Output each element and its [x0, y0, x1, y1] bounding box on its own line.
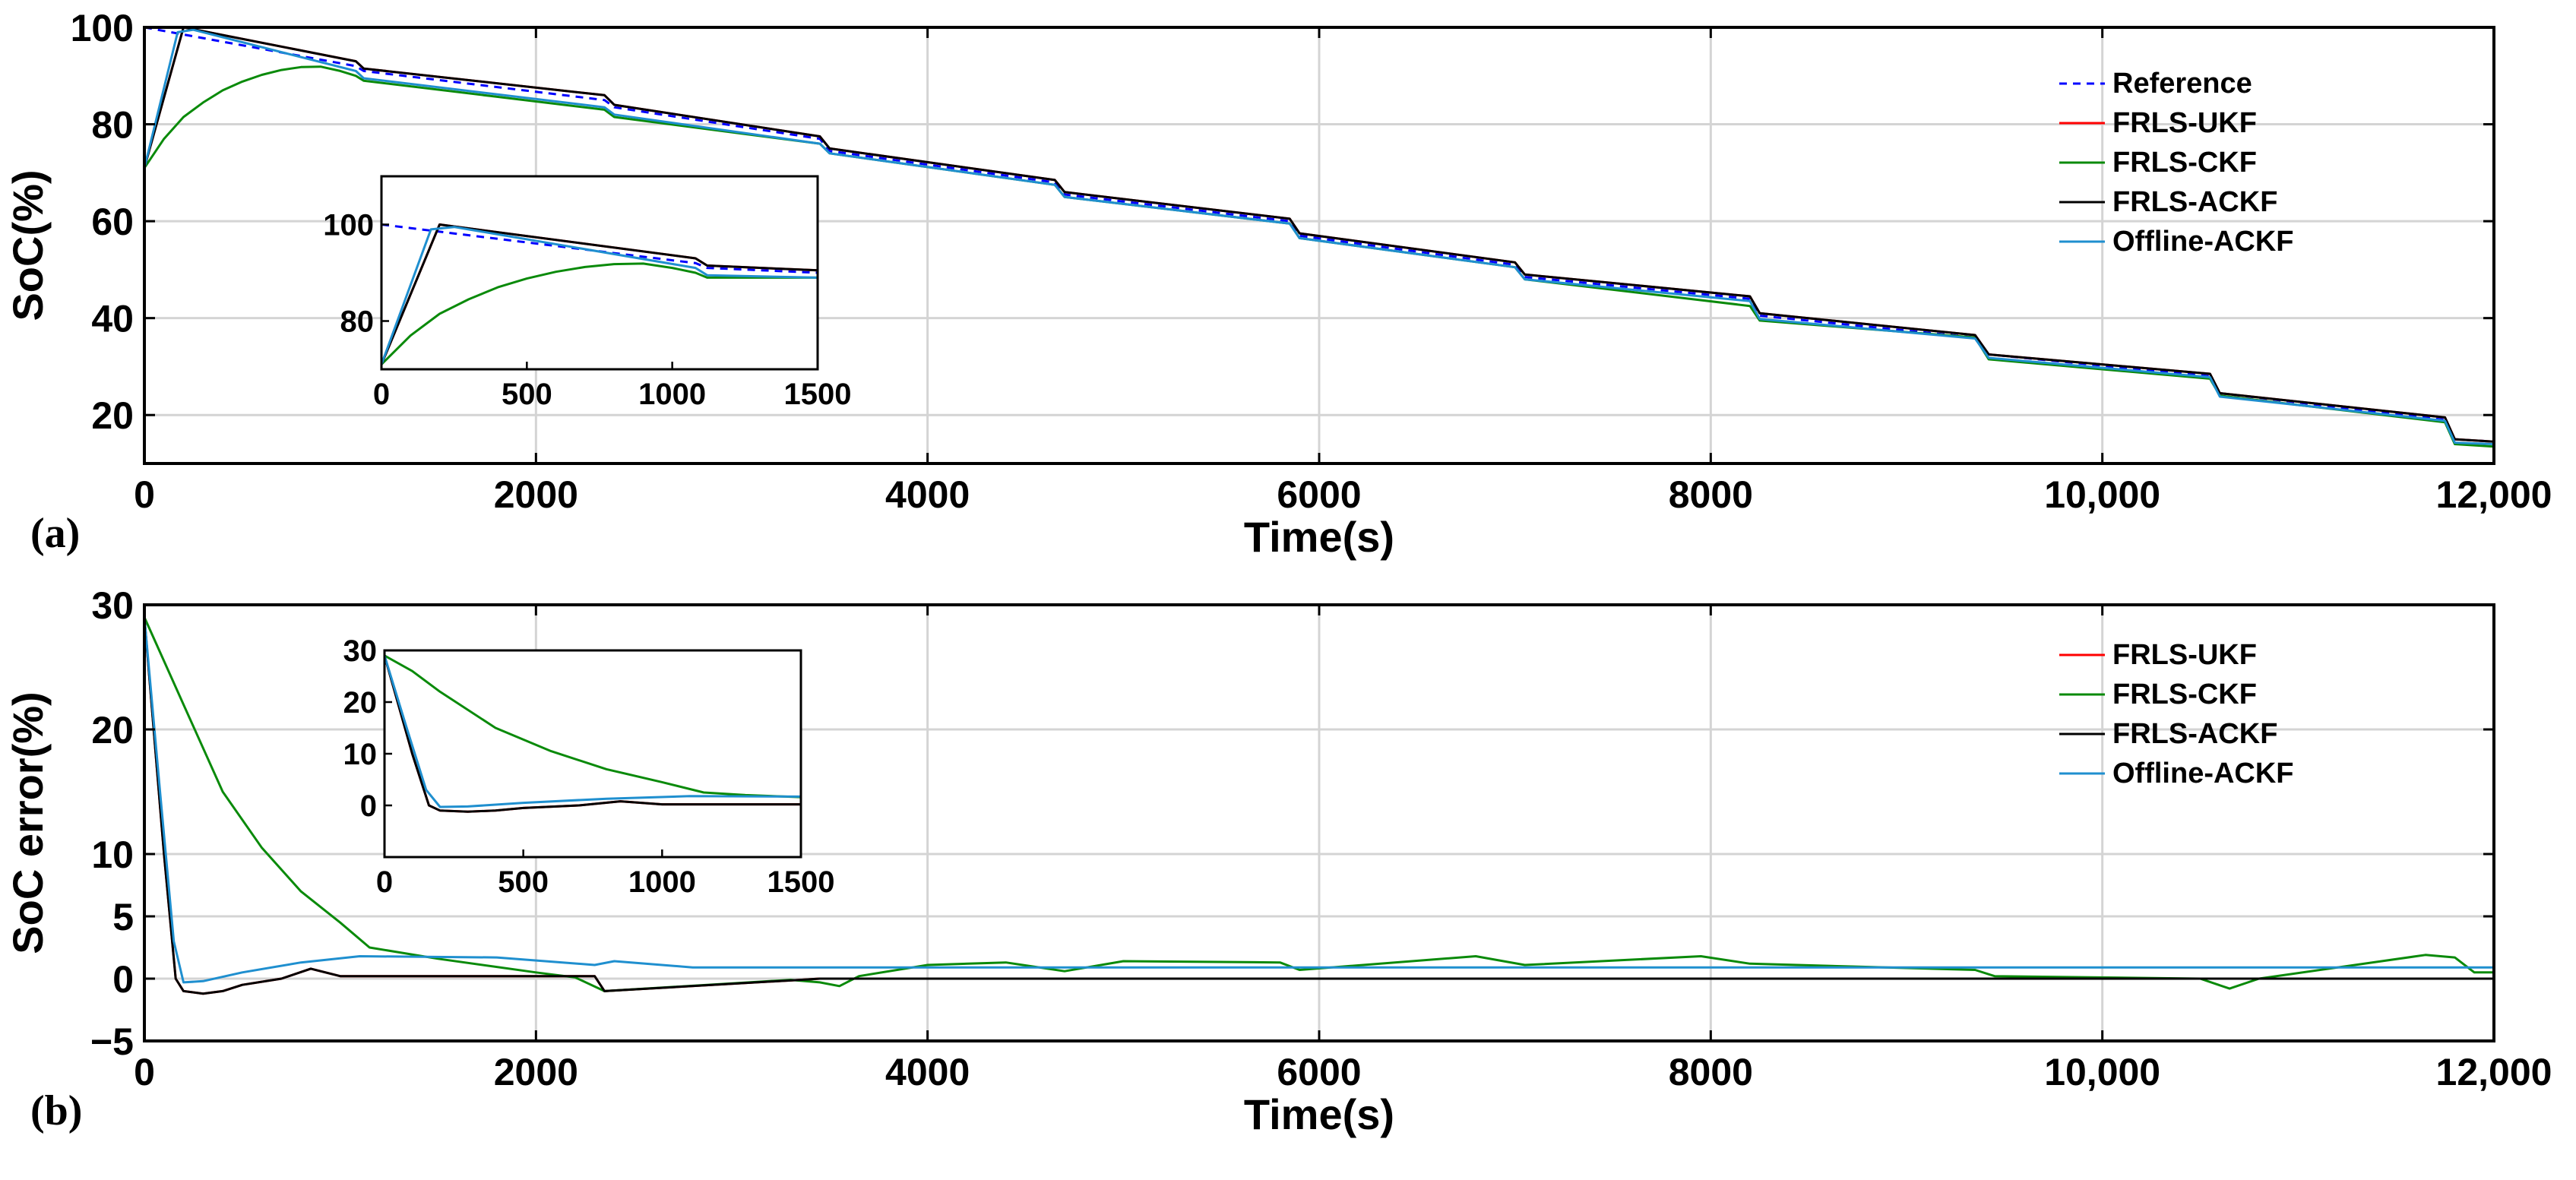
y-tick-label: 60 [91, 201, 134, 243]
x-axis-label: Time(s) [1244, 513, 1394, 561]
panel-label: (a) [30, 510, 80, 557]
x-tick-label: 12,000 [2436, 473, 2552, 516]
inset-y-tick-label: 100 [323, 209, 374, 242]
y-tick-label: 10 [91, 834, 134, 876]
legend-label: Reference [2112, 68, 2252, 100]
inset-background [381, 176, 818, 369]
legend-label: FRLS-ACKF [2112, 186, 2277, 218]
y-tick-label: 80 [91, 104, 134, 147]
legend-label: FRLS-CKF [2112, 147, 2257, 179]
x-tick-label: 12,000 [2436, 1051, 2552, 1093]
legend-label: FRLS-ACKF [2112, 718, 2277, 750]
inset-line-offline-ackf [381, 226, 818, 365]
inset-line-offline-ackf [385, 655, 801, 808]
legend-label: FRLS-UKF [2112, 107, 2257, 139]
x-tick-label: 6000 [1277, 1051, 1361, 1093]
inset-y-tick-label: 80 [340, 305, 375, 339]
inset-x-tick-label: 1000 [638, 378, 706, 411]
y-tick-label: 0 [112, 958, 134, 1001]
main-line-frls-ackf [144, 617, 2494, 995]
inset-x-tick-label: 1000 [628, 865, 696, 899]
x-axis-label: Time(s) [1244, 1090, 1394, 1138]
inset-line-frls-ckf [385, 654, 801, 799]
inset-line-frls-ackf [385, 655, 801, 813]
legend-label: Offline-ACKF [2112, 758, 2294, 789]
x-tick-label: 8000 [1669, 1051, 1753, 1093]
inset-x-tick-label: 500 [502, 378, 552, 411]
inset-y-tick-label: 20 [343, 686, 378, 720]
series-group [144, 616, 2494, 995]
x-tick-label: 4000 [885, 1051, 970, 1093]
legend: Reference FRLS-UKF FRLS-CKF FRLS-ACKF Offlin… [2059, 68, 2294, 258]
y-tick-label: 5 [112, 896, 134, 938]
x-tick-label: 10,000 [2044, 1051, 2160, 1093]
x-tick-label: 2000 [494, 473, 578, 516]
y-axis-label: SoC error(%) [4, 691, 52, 954]
x-tick-label: 10,000 [2044, 473, 2160, 516]
inset-background [385, 650, 801, 857]
legend-label: FRLS-UKF [2112, 639, 2257, 671]
legend-label: FRLS-CKF [2112, 679, 2257, 710]
inset-frame [380, 175, 819, 371]
inset-x-tick-label: 500 [498, 865, 549, 899]
x-tick-label: 6000 [1277, 473, 1361, 516]
panel-label: (b) [30, 1087, 82, 1134]
inset-y-tick-label: 0 [360, 789, 377, 823]
inset-y-tick-label: 10 [343, 738, 378, 771]
legend: FRLS-UKF FRLS-CKF FRLS-ACKF Offline-ACKF [2059, 639, 2294, 789]
y-tick-label: −5 [90, 1020, 134, 1063]
inset-x-tick-label: 0 [373, 378, 390, 411]
inset-x-tick-label: 1500 [784, 378, 852, 411]
y-axis-label: SoC(%) [4, 169, 52, 321]
series-group [144, 27, 2494, 448]
inset-plot: 0 500 1000 1500 80 100 [323, 175, 852, 411]
inset-line-frls-ackf [381, 223, 818, 365]
series-group [385, 654, 801, 813]
x-tick-label: 2000 [494, 1051, 578, 1093]
panel-b: 0 2000 4000 6000 8000 10,000 12,000−505102030T… [4, 584, 2552, 1138]
y-tick-label: 100 [71, 7, 134, 49]
y-tick-label: 20 [91, 394, 134, 437]
inset-x-tick-label: 1500 [767, 865, 835, 899]
inset-line-frls-ckf [381, 262, 818, 365]
y-tick-label: 30 [91, 584, 134, 627]
series-group [381, 223, 818, 365]
inset-plot: 0 500 1000 1500 0 10 20 30 [343, 634, 835, 899]
x-tick-label: 4000 [885, 473, 970, 516]
y-tick-label: 40 [91, 298, 134, 340]
x-tick-label: 0 [134, 1051, 155, 1093]
main-line-offline-ackf [144, 28, 2494, 445]
panel-a: 0 2000 4000 6000 8000 10,000 12,000 20 40 60 80 100… [4, 7, 2552, 561]
y-tick-label: 20 [91, 709, 134, 751]
inset-x-tick-label: 0 [376, 865, 393, 899]
main-line-offline-ackf [144, 617, 2494, 984]
inset-y-tick-label: 30 [343, 634, 378, 668]
main-line-frls-ackf [144, 27, 2494, 443]
x-tick-label: 8000 [1669, 473, 1753, 516]
legend-label: Offline-ACKF [2112, 226, 2294, 258]
inset-line-reference [381, 223, 818, 274]
x-tick-label: 0 [134, 473, 155, 516]
